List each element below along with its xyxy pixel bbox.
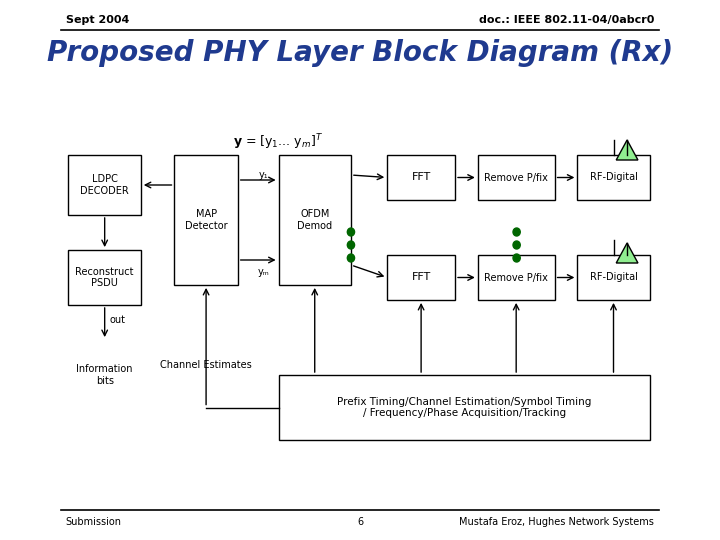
- Text: y₁: y₁: [258, 170, 268, 180]
- FancyBboxPatch shape: [577, 255, 649, 300]
- FancyBboxPatch shape: [477, 255, 554, 300]
- Text: doc.: IEEE 802.11-04/0abcr0: doc.: IEEE 802.11-04/0abcr0: [479, 15, 654, 25]
- Polygon shape: [616, 243, 638, 263]
- Text: Remove P/fix: Remove P/fix: [485, 172, 548, 183]
- Text: Prefix Timing/Channel Estimation/Symbol Timing
/ Frequency/Phase Acquisition/Tra: Prefix Timing/Channel Estimation/Symbol …: [337, 397, 591, 418]
- FancyBboxPatch shape: [387, 255, 455, 300]
- Text: out: out: [109, 315, 125, 325]
- Text: Information
bits: Information bits: [76, 364, 133, 386]
- Polygon shape: [616, 140, 638, 160]
- Text: Proposed PHY Layer Block Diagram (Rx): Proposed PHY Layer Block Diagram (Rx): [47, 39, 673, 67]
- Text: LDPC
DECODER: LDPC DECODER: [81, 174, 129, 196]
- Text: RF-Digital: RF-Digital: [590, 273, 637, 282]
- Text: FFT: FFT: [412, 273, 431, 282]
- Text: Channel Estimates: Channel Estimates: [161, 360, 252, 370]
- Circle shape: [513, 241, 521, 249]
- FancyBboxPatch shape: [279, 155, 351, 285]
- Text: FFT: FFT: [412, 172, 431, 183]
- Text: MAP
Detector: MAP Detector: [185, 209, 228, 231]
- FancyBboxPatch shape: [174, 155, 238, 285]
- Circle shape: [347, 254, 354, 262]
- Text: yₘ: yₘ: [257, 267, 269, 277]
- FancyBboxPatch shape: [68, 250, 141, 305]
- Circle shape: [513, 254, 521, 262]
- Text: RF-Digital: RF-Digital: [590, 172, 637, 183]
- Text: $\mathbf{y}$ = [y$_1$... y$_m$]$^T$: $\mathbf{y}$ = [y$_1$... y$_m$]$^T$: [233, 132, 323, 152]
- FancyBboxPatch shape: [279, 375, 649, 440]
- Text: Reconstruct
PSDU: Reconstruct PSDU: [76, 267, 134, 288]
- Text: Submission: Submission: [66, 517, 122, 527]
- FancyBboxPatch shape: [68, 155, 141, 215]
- Circle shape: [347, 241, 354, 249]
- Circle shape: [347, 228, 354, 236]
- FancyBboxPatch shape: [387, 155, 455, 200]
- FancyBboxPatch shape: [577, 155, 649, 200]
- Text: Mustafa Eroz, Hughes Network Systems: Mustafa Eroz, Hughes Network Systems: [459, 517, 654, 527]
- Text: Sept 2004: Sept 2004: [66, 15, 129, 25]
- Text: Remove P/fix: Remove P/fix: [485, 273, 548, 282]
- Text: OFDM
Demod: OFDM Demod: [297, 209, 333, 231]
- FancyBboxPatch shape: [477, 155, 554, 200]
- Text: 6: 6: [357, 517, 363, 527]
- Circle shape: [513, 228, 521, 236]
